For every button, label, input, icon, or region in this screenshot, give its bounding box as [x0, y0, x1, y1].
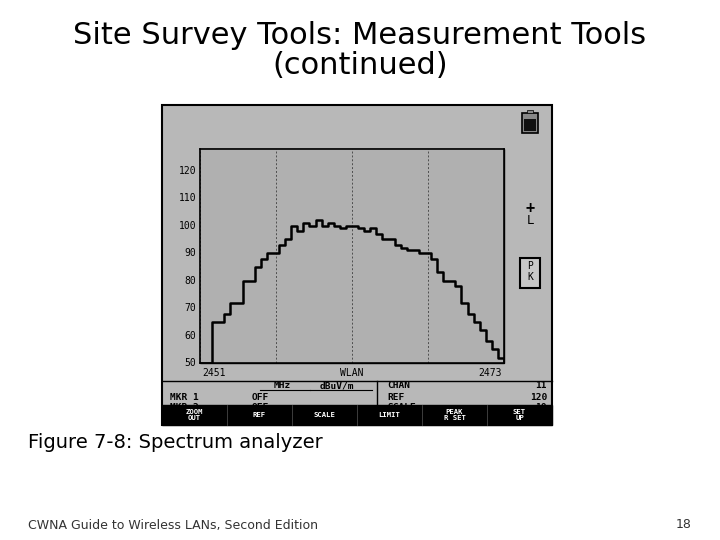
Text: LIMIT: LIMIT: [387, 415, 415, 423]
Text: (continued): (continued): [272, 51, 448, 79]
Text: 70: 70: [184, 303, 196, 313]
Text: 2473: 2473: [479, 368, 502, 378]
Text: +: +: [526, 201, 534, 216]
Text: 90: 90: [184, 248, 196, 258]
Bar: [527, 110, 533, 113]
Bar: [162, 405, 552, 425]
Text: REF: REF: [387, 393, 404, 402]
Text: SET
UP: SET UP: [513, 409, 526, 421]
Text: OFF: OFF: [530, 415, 547, 423]
Text: 120: 120: [179, 166, 196, 176]
Text: SCALE: SCALE: [314, 412, 336, 418]
Text: CHAN: CHAN: [387, 381, 410, 390]
Text: 120: 120: [530, 393, 547, 402]
Text: 50: 50: [184, 358, 196, 368]
Text: dBuV/m: dBuV/m: [320, 381, 354, 390]
Text: MKR 3: MKR 3: [170, 415, 199, 423]
Bar: [522, 113, 538, 133]
Text: LIMIT: LIMIT: [379, 412, 400, 418]
Bar: [520, 258, 540, 288]
Text: 80: 80: [184, 275, 196, 286]
Text: 60: 60: [184, 330, 196, 341]
Text: OFF: OFF: [252, 393, 269, 402]
Text: ZOOM
OUT: ZOOM OUT: [186, 409, 203, 421]
Text: SCALE: SCALE: [387, 403, 415, 413]
Text: MKR 2: MKR 2: [170, 403, 199, 413]
Bar: [162, 105, 552, 425]
Text: 18: 18: [676, 518, 692, 531]
Bar: [524, 119, 536, 131]
Text: REF: REF: [253, 412, 266, 418]
Text: OFF: OFF: [252, 403, 269, 413]
Text: CWNA Guide to Wireless LANs, Second Edition: CWNA Guide to Wireless LANs, Second Edit…: [28, 518, 318, 531]
Text: WLAN: WLAN: [341, 368, 364, 378]
Text: Site Survey Tools: Measurement Tools: Site Survey Tools: Measurement Tools: [73, 21, 647, 50]
Text: MHz: MHz: [274, 381, 291, 390]
Text: 2451: 2451: [202, 368, 225, 378]
Text: 100: 100: [179, 220, 196, 231]
Text: Figure 7-8: Spectrum analyzer: Figure 7-8: Spectrum analyzer: [28, 433, 323, 451]
Text: L: L: [527, 214, 535, 227]
Text: PEAK
R SET: PEAK R SET: [444, 409, 465, 421]
Text: 10: 10: [536, 403, 547, 413]
Text: 110: 110: [179, 193, 196, 203]
Text: 11: 11: [536, 381, 547, 390]
Bar: [200, 148, 504, 363]
Text: OFF: OFF: [252, 415, 269, 423]
Text: K: K: [527, 272, 533, 282]
Text: MKR 1: MKR 1: [170, 393, 199, 402]
Text: P: P: [527, 261, 533, 271]
